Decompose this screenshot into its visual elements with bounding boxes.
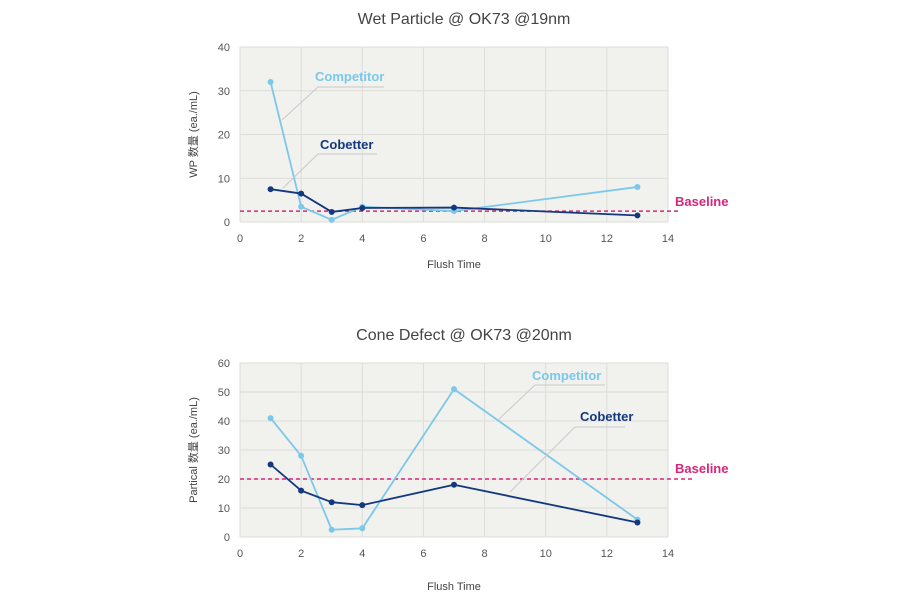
y-tick-label: 30 (218, 86, 230, 98)
y-tick-label: 60 (218, 358, 230, 370)
leader-line (282, 153, 377, 189)
x-tick-label: 12 (601, 233, 613, 245)
leader-line (281, 86, 384, 121)
series-line-competitor (269, 81, 638, 221)
data-point-competitor (328, 526, 335, 533)
chart-2: Cone Defect @ OK73 @20nm 0 2 4 6 8 10 12 14 0 10 20… (187, 327, 728, 593)
y-tick-label: 0 (224, 532, 230, 544)
data-point-competitor (298, 203, 305, 210)
y-tick-label: 40 (218, 42, 230, 54)
x-axis-title: Flush Time (427, 581, 481, 593)
series-label-competitor: Competitor (315, 69, 384, 84)
y-tick-label: 20 (218, 130, 230, 142)
x-tick-label: 12 (601, 548, 613, 560)
data-point-cobetter (359, 502, 366, 509)
y-tick-label: 0 (224, 217, 230, 229)
x-tick-label: 8 (482, 548, 488, 560)
leader-line (509, 426, 625, 493)
x-tick-label: 14 (662, 548, 674, 560)
y-tick-label: 20 (218, 474, 230, 486)
y-tick-label: 30 (218, 445, 230, 457)
chart-title: Wet Particle @ OK73 @19nm (358, 11, 571, 28)
series-label-competitor: Competitor (532, 368, 601, 383)
y-tick-label: 10 (218, 173, 230, 185)
x-tick-label: 0 (237, 548, 243, 560)
y-axis-title: Partical 数量 (ea./mL) (187, 397, 200, 503)
data-point-competitor (267, 79, 274, 85)
series-label-cobetter: Cobetter (580, 409, 633, 424)
baseline-label: Baseline (675, 194, 728, 209)
x-tick-label: 0 (237, 233, 243, 245)
x-tick-label: 10 (540, 548, 552, 560)
data-point-cobetter (328, 499, 335, 506)
baseline-label: Baseline (675, 461, 728, 476)
x-tick-label: 6 (420, 233, 426, 245)
y-tick-label: 10 (218, 503, 230, 515)
data-point-cobetter (267, 186, 274, 193)
x-tick-label: 6 (420, 548, 426, 560)
series-line-cobetter (270, 188, 638, 217)
data-point-cobetter (451, 481, 457, 488)
x-tick-label: 8 (482, 233, 488, 245)
data-point-competitor (451, 386, 457, 393)
x-tick-label: 2 (298, 548, 304, 560)
data-point-competitor (359, 525, 366, 532)
leader-line (497, 384, 605, 421)
data-point-cobetter (328, 208, 335, 215)
x-axis-title: Flush Time (427, 259, 481, 271)
data-point-cobetter (634, 519, 641, 526)
x-tick-label: 10 (540, 233, 552, 245)
series-label-cobetter: Cobetter (320, 137, 373, 152)
data-point-competitor (298, 452, 305, 459)
data-point-competitor (267, 415, 274, 422)
data-point-competitor (328, 216, 335, 223)
y-axis-title: WP 数量 (ea./mL) (187, 91, 200, 178)
x-tick-label: 4 (359, 233, 365, 245)
data-point-cobetter (451, 204, 457, 211)
chart-title: Cone Defect @ OK73 @20nm (356, 327, 572, 344)
y-tick-label: 40 (218, 416, 230, 428)
data-point-cobetter (298, 487, 305, 494)
series-line-cobetter (269, 463, 638, 524)
chart-1: Wet Particle @ OK73 @19nm 0 2 4 6 8 10 12 14 0 10 2… (187, 11, 728, 271)
x-tick-label: 14 (662, 233, 674, 245)
data-point-cobetter (298, 190, 305, 197)
data-point-competitor (634, 184, 641, 190)
data-point-cobetter (359, 205, 366, 211)
x-tick-label: 2 (298, 233, 304, 245)
data-point-cobetter (634, 212, 641, 219)
x-tick-label: 4 (359, 548, 365, 560)
y-tick-label: 50 (218, 387, 230, 399)
data-point-cobetter (267, 461, 274, 468)
series-line-competitor (269, 388, 638, 531)
